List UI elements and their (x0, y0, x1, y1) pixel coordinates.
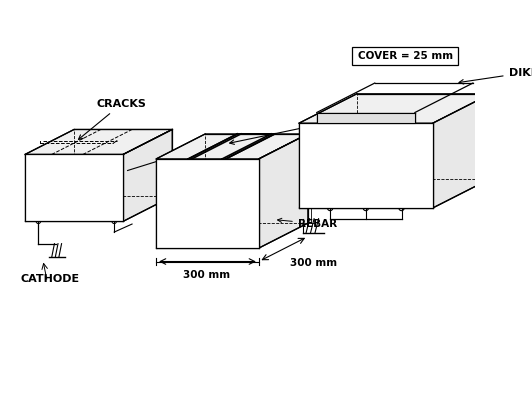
Polygon shape (156, 134, 308, 159)
Polygon shape (25, 154, 123, 221)
Polygon shape (433, 94, 491, 208)
Text: 300 mm: 300 mm (184, 271, 230, 280)
Polygon shape (25, 129, 172, 154)
Text: 175 mm: 175 mm (317, 166, 364, 176)
Text: BENT BAR: BENT BAR (230, 113, 384, 144)
Polygon shape (299, 94, 491, 123)
Polygon shape (299, 123, 433, 208)
Text: CATHODE: CATHODE (0, 398, 1, 399)
Text: DIKE: DIKE (459, 68, 532, 84)
Polygon shape (156, 159, 259, 248)
Polygon shape (123, 129, 172, 221)
Text: REBAR: REBAR (278, 218, 337, 229)
Polygon shape (259, 134, 308, 248)
Text: CRACKS: CRACKS (79, 99, 146, 139)
Text: COVER = 25 mm: COVER = 25 mm (358, 51, 453, 61)
Text: 300 mm: 300 mm (290, 258, 337, 268)
Polygon shape (317, 113, 415, 123)
Bar (353, 47, 458, 65)
Text: CATHODE: CATHODE (21, 275, 80, 284)
